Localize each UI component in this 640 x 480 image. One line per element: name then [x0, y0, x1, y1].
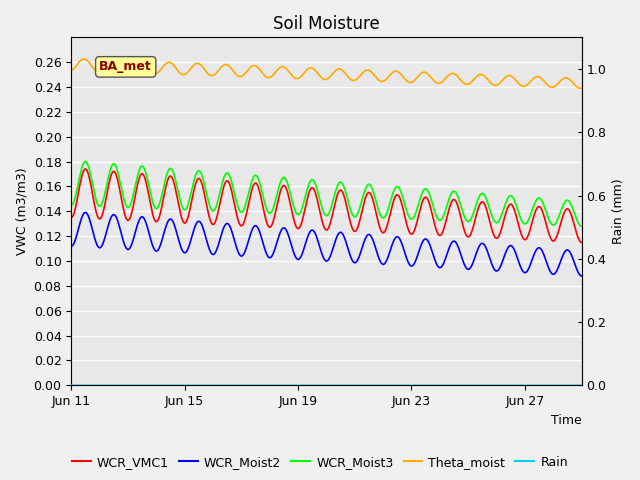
Y-axis label: VWC (m3/m3): VWC (m3/m3) [15, 168, 28, 255]
Y-axis label: Rain (mm): Rain (mm) [612, 179, 625, 244]
Legend: WCR_VMC1, WCR_Moist2, WCR_Moist3, Theta_moist, Rain: WCR_VMC1, WCR_Moist2, WCR_Moist3, Theta_… [67, 451, 573, 474]
X-axis label: Time: Time [551, 414, 582, 427]
Title: Soil Moisture: Soil Moisture [273, 15, 380, 33]
Text: BA_met: BA_met [99, 60, 152, 73]
